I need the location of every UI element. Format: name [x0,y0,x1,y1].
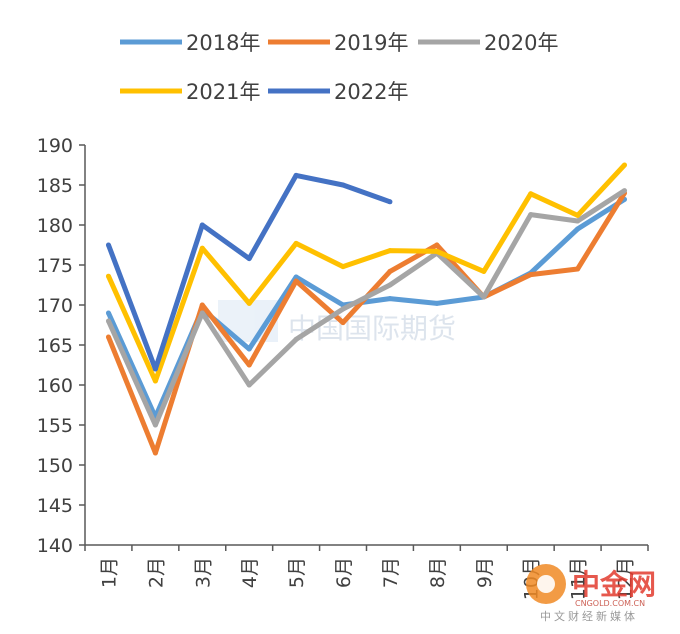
data-point [528,191,534,197]
series-line-2021年 [106,163,627,384]
data-point [340,320,346,326]
data-point [575,212,581,218]
chart-axes: 140 145 150 155 160 165 170 175 180 185 190 1月 2月 3月 4… [37,135,649,600]
series-line-2018年 [106,197,626,420]
data-point [293,278,299,284]
legend-label: 2020年 [484,31,558,55]
corner-logo: 中金网 CNGOLD.COM.CN 中文财经新媒体 [526,564,656,623]
data-point [575,266,581,272]
y-tick-label: 175 [37,255,73,277]
corner-logo-url: CNGOLD.COM.CN [575,599,645,608]
x-tick-label: 4月 [239,557,261,588]
data-point [481,294,487,300]
legend-label: 2022年 [334,80,408,104]
y-tick-label: 155 [37,415,73,437]
y-tick-label: 140 [37,535,73,557]
corner-logo-tagline: 中文财经新媒体 [540,609,638,623]
data-point [340,264,346,270]
data-point [434,248,440,254]
data-point [246,362,252,368]
data-point [293,274,299,280]
x-tick-label: 3月 [192,557,214,588]
y-tick-label: 190 [37,135,73,157]
data-point [481,268,487,274]
data-point [387,268,393,274]
data-point [246,300,252,306]
y-tick-label: 185 [37,175,73,197]
data-point [199,245,205,251]
data-point [387,296,393,302]
chart-legend: 2018年 2019年 2020年 2021年 2022年 [120,31,558,104]
data-point [105,334,111,340]
x-tick-label: 9月 [474,557,496,588]
data-point [575,218,581,224]
x-tick-label: 6月 [333,557,355,588]
corner-logo-icon-inner [537,575,555,593]
y-tick-label: 170 [37,295,73,317]
data-point [152,422,158,428]
data-point [293,172,299,178]
data-point [387,199,393,205]
y-tick-label: 150 [37,455,73,477]
legend-label: 2019年 [334,31,408,55]
chart-series [105,162,628,456]
data-point [105,242,111,248]
data-point [434,242,440,248]
data-point [246,346,252,352]
data-point [199,222,205,228]
data-point [199,302,205,308]
data-point [199,310,205,316]
y-tick-label: 145 [37,495,73,517]
y-tick-label: 160 [37,375,73,397]
data-point [387,248,393,254]
x-tick-label: 8月 [427,557,449,588]
data-point [246,256,252,262]
data-point [105,310,111,316]
x-tick-label: 11月 [568,557,590,600]
data-point [105,273,111,279]
data-point [434,300,440,306]
x-tick-label: 12月 [615,557,637,600]
data-point [105,318,111,324]
corner-logo-text: 中金网 [572,568,656,601]
data-point [152,378,158,384]
data-point [152,450,158,456]
y-tick-label: 165 [37,335,73,357]
legend-label: 2021年 [186,80,260,104]
x-tick-label: 7月 [380,557,402,588]
data-point [528,212,534,218]
data-point [622,188,628,194]
series-line-2020年 [106,188,626,428]
data-point [246,382,252,388]
data-point [575,226,581,232]
x-tick-label: 2月 [145,557,167,588]
data-point [293,336,299,342]
data-point [340,182,346,188]
legend-label: 2018年 [186,31,260,55]
data-point [340,306,346,312]
data-point [528,272,534,278]
y-tick-label: 180 [37,215,73,237]
data-point [622,162,628,168]
data-point [387,282,393,288]
x-tick-label: 1月 [98,557,120,588]
data-point [152,366,158,372]
x-tick-label: 5月 [286,557,308,588]
data-point [293,240,299,246]
